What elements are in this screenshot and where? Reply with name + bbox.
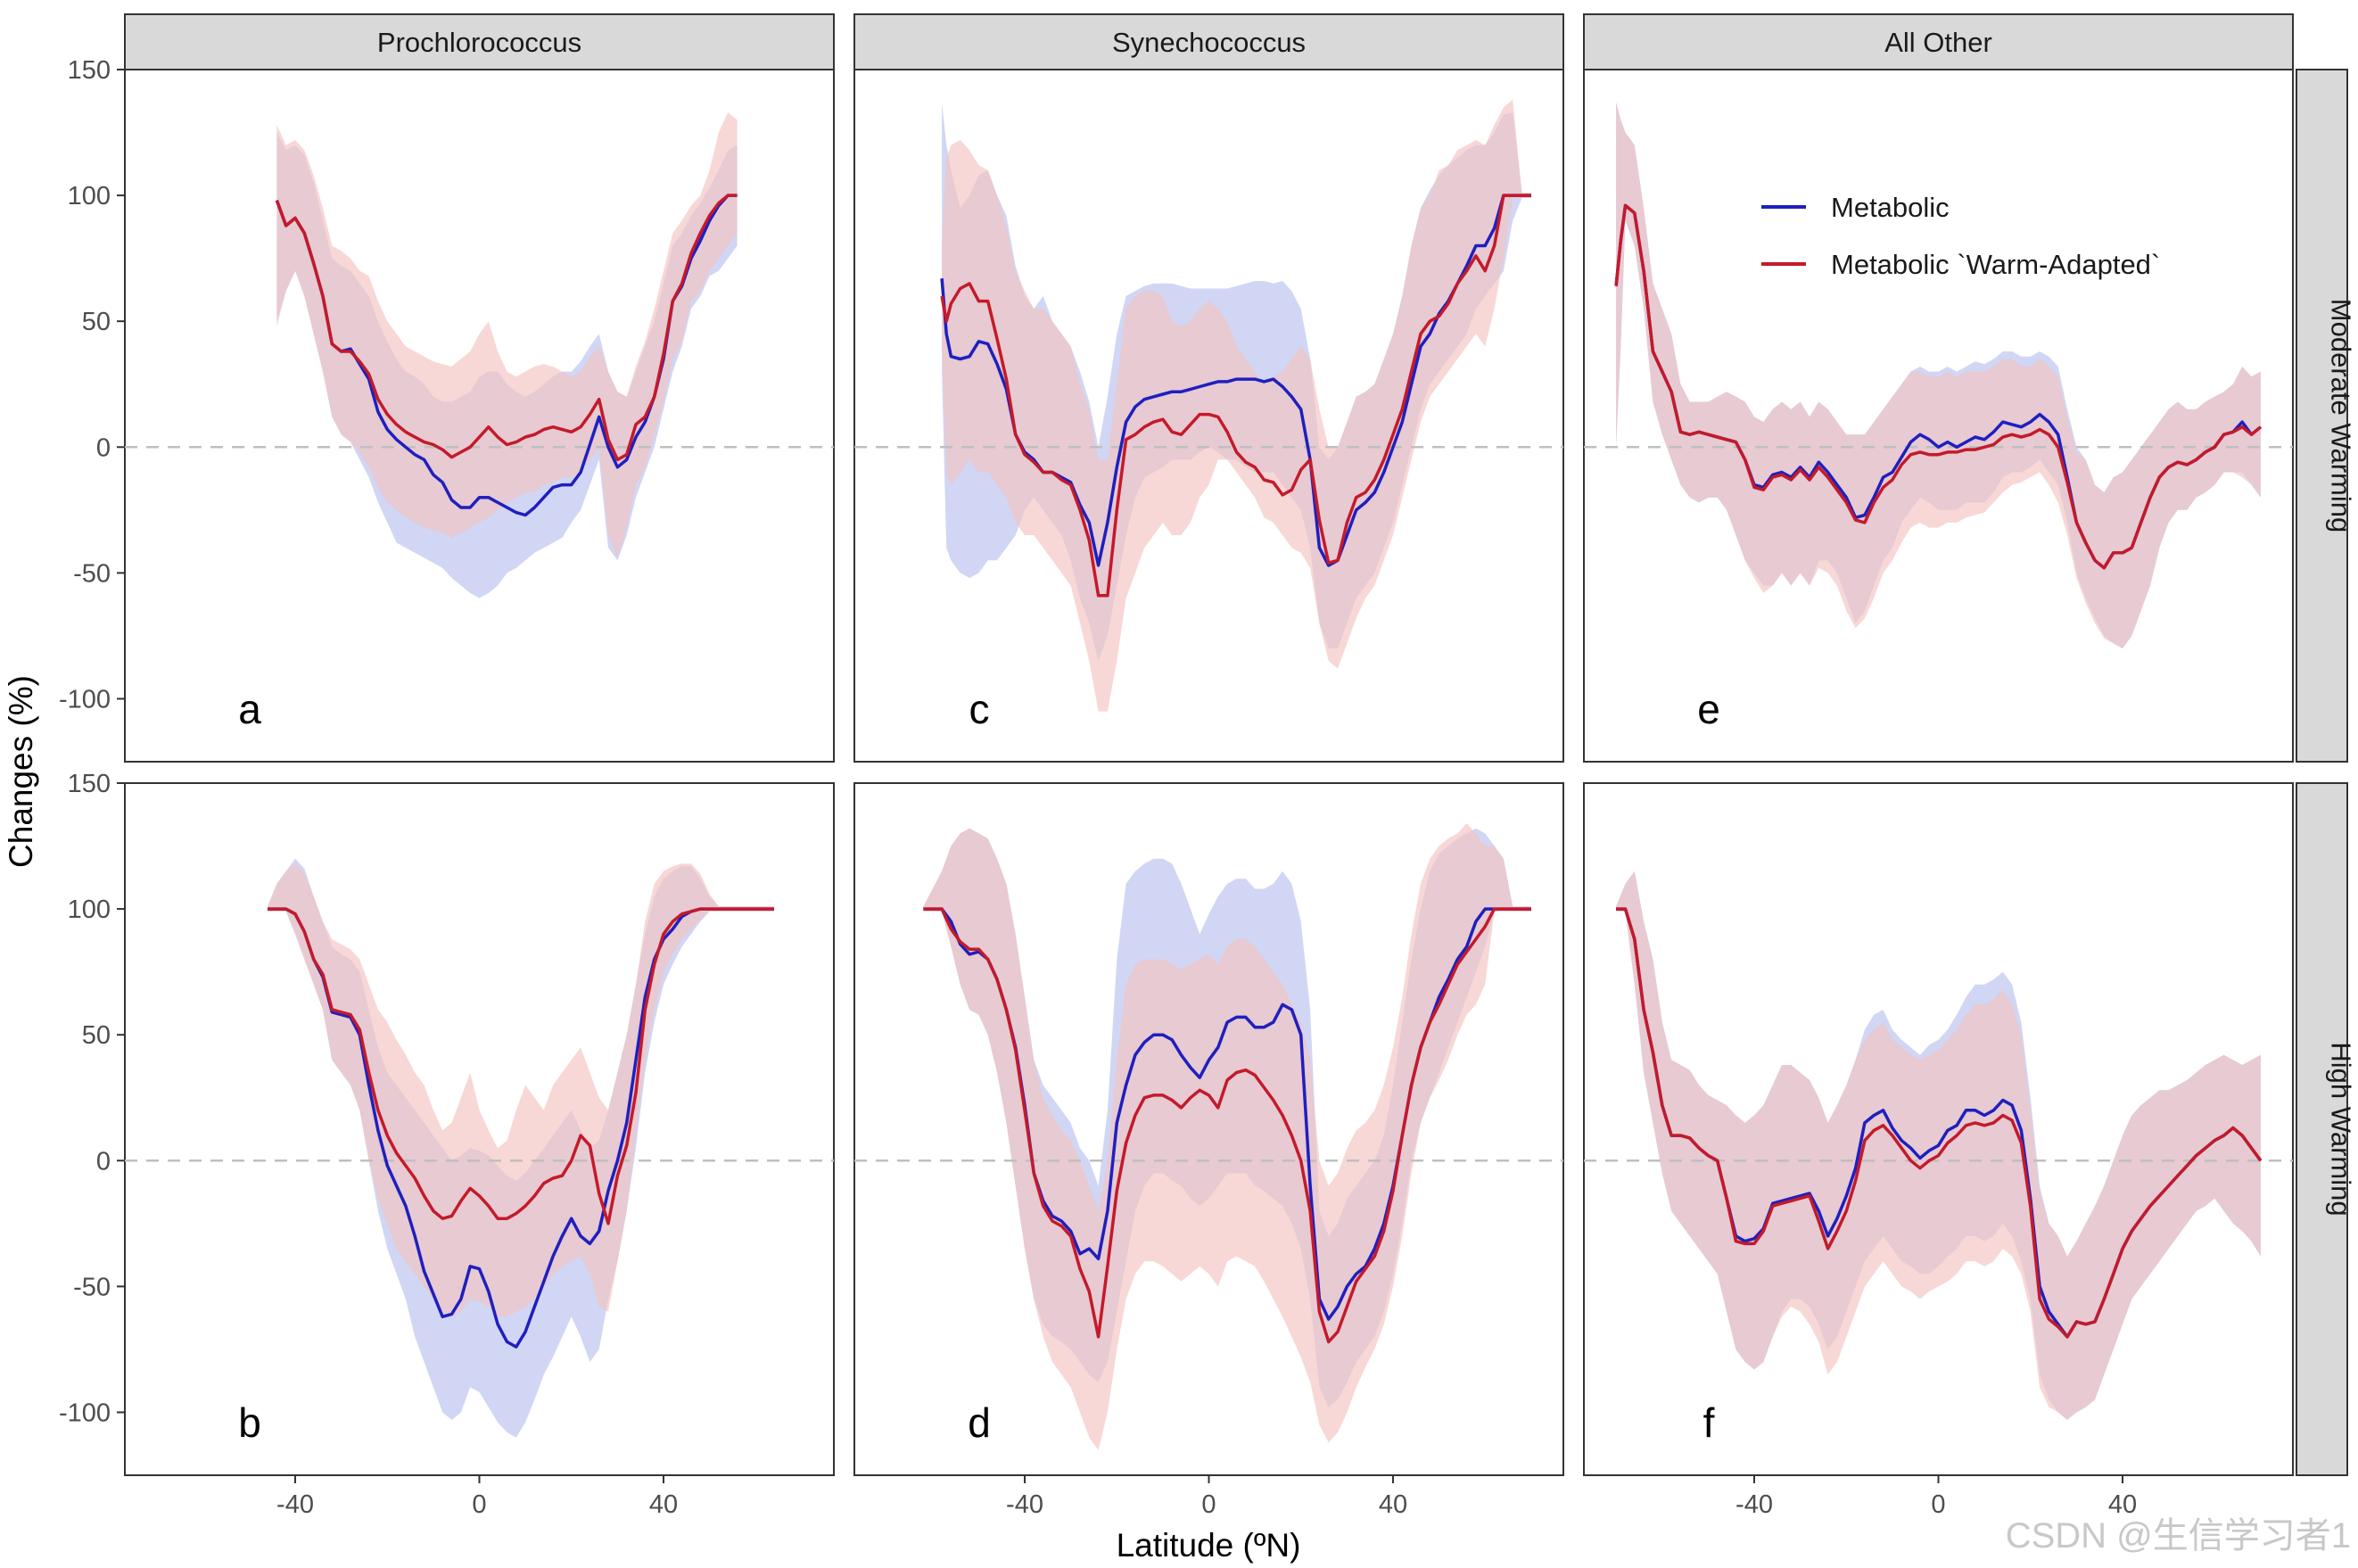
x-axis-title: Latitude (ºN) <box>1117 1527 1301 1564</box>
strip-prochlorococcus <box>124 13 835 70</box>
x-tick-label: 0 <box>472 1490 486 1519</box>
strip-all-other <box>1583 13 2294 70</box>
y-tick-label: 100 <box>68 182 111 210</box>
y-tick-label: -100 <box>59 1399 111 1427</box>
strip-label-moderate-warming: Moderate Warming <box>2326 299 2357 532</box>
ribbon-warm-adapted-b <box>268 863 774 1317</box>
x-tick-label: 0 <box>1931 1490 1945 1519</box>
panel-letter-f: f <box>1703 1399 1715 1446</box>
y-tick-label: 150 <box>68 770 111 798</box>
strip-label-all-other: All Other <box>1884 27 1992 58</box>
strip-label-prochlorococcus: Prochlorococcus <box>377 27 581 58</box>
line-warm-adapted-d <box>923 907 1531 1344</box>
x-tick-label: -40 <box>276 1490 314 1519</box>
strip-high-warming <box>2296 782 2348 1476</box>
strip-moderate-warming <box>2296 69 2348 763</box>
y-tick-label: 50 <box>82 308 111 336</box>
x-tick-label: -40 <box>1736 1490 1773 1519</box>
x-tick-label: 40 <box>1379 1490 1407 1519</box>
x-tick-label: 40 <box>2108 1490 2137 1519</box>
y-tick-label: 50 <box>82 1021 111 1050</box>
line-metabolic-c <box>940 194 1531 567</box>
ribbon-warm-adapted-c <box>942 99 1531 712</box>
y-tick-label: 0 <box>96 433 111 462</box>
watermark: CSDN @生信学习者1 <box>2006 1516 2351 1556</box>
panel-letter-e: e <box>1697 686 1720 732</box>
legend-metabolic-label: Metabolic <box>1831 192 1950 223</box>
line-warm-adapted-a <box>275 194 738 462</box>
panel-c: c <box>853 69 1564 763</box>
strip-synechococcus <box>853 13 1564 70</box>
panel-letter-b: b <box>238 1399 261 1446</box>
line-warm-adapted-f <box>1616 907 2263 1339</box>
legend-warm-adapted-label: Metabolic `Warm-Adapted` <box>1831 249 2160 280</box>
panel-letter-a: a <box>238 686 261 732</box>
strip-label-high-warming: High Warming <box>2326 1042 2357 1216</box>
ribbon-warm-adapted-d <box>923 823 1531 1450</box>
panel-f: f <box>1583 782 2294 1476</box>
line-warm-adapted-c <box>940 194 1531 598</box>
y-axis-title: Changes (%) <box>3 675 39 868</box>
y-tick-label: 150 <box>68 56 111 85</box>
y-tick-label: 100 <box>68 895 111 924</box>
y-tick-label: -50 <box>73 1273 111 1301</box>
x-tick-label: 0 <box>1201 1490 1216 1519</box>
y-tick-label: -50 <box>73 559 111 588</box>
x-tick-label: -40 <box>1006 1490 1043 1519</box>
panel-d: d <box>853 782 1564 1476</box>
y-tick-label: -100 <box>59 685 111 714</box>
panel-a: a <box>124 69 835 763</box>
strip-label-synechococcus: Synechococcus <box>1112 27 1306 58</box>
panel-letter-c: c <box>969 686 990 732</box>
legend: Metabolic Metabolic `Warm-Adapted` <box>1761 192 2160 280</box>
line-warm-adapted-b <box>268 907 774 1226</box>
panel-e: e <box>1583 69 2294 763</box>
x-tick-label: 40 <box>649 1490 678 1519</box>
ribbon-warm-adapted-e <box>1616 102 2261 648</box>
panel-b: b <box>124 782 835 1476</box>
panel-letter-d: d <box>968 1399 991 1446</box>
line-warm-adapted-e <box>1614 203 2263 570</box>
y-tick-label: 0 <box>96 1147 111 1176</box>
